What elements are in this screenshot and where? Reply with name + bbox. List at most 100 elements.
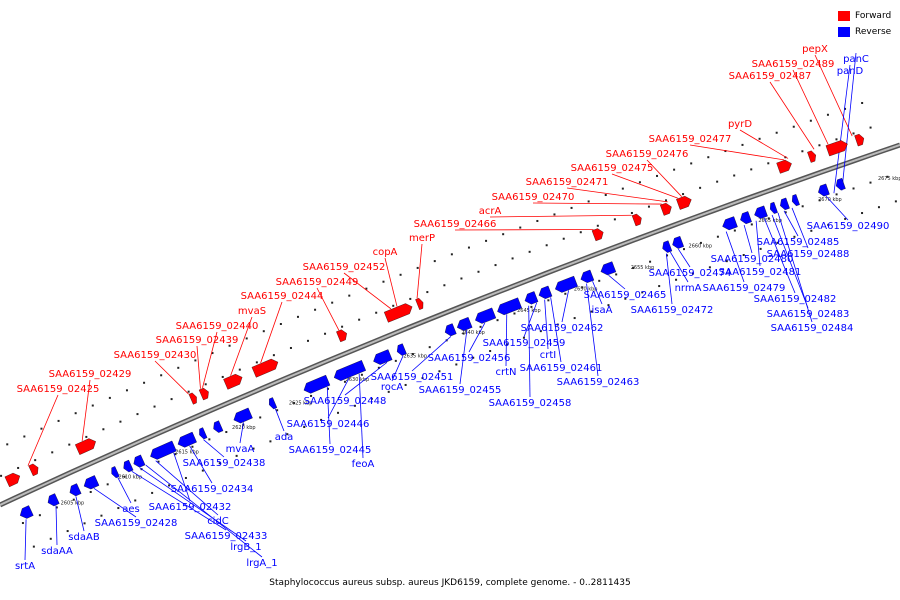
track-dot [66,530,69,533]
track-dot [341,325,344,328]
track-dot [467,246,470,249]
track-dot [573,317,576,320]
track-dot [511,257,514,260]
track-dot [23,435,26,438]
gene-reverse [133,454,146,468]
gene-reverse [373,349,393,365]
gene-label-saa6159-02466: SAA6159_02466 [414,219,497,230]
kbp-tick-label: 2650 kbp [574,286,598,292]
gene-label-saa6159-02449: SAA6159_02449 [276,277,359,288]
gene-label-saa6159-02438: SAA6159_02438 [183,458,266,469]
track-dot [51,451,54,454]
leader-line-forward [489,214,632,218]
leader-line-reverse [755,220,761,267]
gene-reverse [303,374,331,394]
track-dot [776,241,779,244]
track-dot [106,483,109,486]
gene-forward [383,303,413,323]
leader-line-reverse [275,408,285,432]
track-dot [409,297,412,300]
gene-label-saa6159-02472: SAA6159_02472 [631,305,714,316]
gene-forward [825,140,848,157]
track-dot [108,396,111,399]
track-dot [564,292,567,295]
track-dot [377,366,380,369]
gene-label-saa6159-02483: SAA6159_02483 [767,309,850,320]
track-dot [682,193,685,196]
gene-reverse [123,459,134,473]
gene-forward [198,387,209,401]
leader-line-reverse [55,505,58,546]
leader-line-forward [792,69,829,145]
gene-label-copa: copA [373,247,398,258]
track-dot [125,389,128,392]
leader-line-reverse [725,231,745,283]
leader-line-reverse [327,377,350,419]
track-dot [184,476,187,479]
gene-label-nrma: nrmA [675,283,702,294]
leader-line-reverse [391,355,404,382]
track-dot [433,260,436,263]
track-dot [392,304,395,307]
track-dot [57,419,60,422]
track-dot [894,200,897,203]
gene-reverse [396,343,407,356]
track-dot [724,150,727,153]
track-dot [153,405,156,408]
gene-label-saa6159-02445: SAA6159_02445 [289,445,372,456]
track-dot [587,200,590,203]
leader-line-forward [646,159,683,197]
track-dot [750,223,753,226]
gene-reverse [269,397,278,410]
gene-label-saa6159-02488: SAA6159_02488 [767,249,850,260]
track-dot [324,332,327,335]
track-dot [835,138,838,141]
leader-line-forward [343,272,392,310]
track-dot [598,279,601,282]
leader-line-reverse [783,210,799,237]
gene-reverse [47,493,60,507]
track-dot [83,522,86,525]
track-dot [455,363,458,366]
gene-label-saa6159-02484: SAA6159_02484 [771,323,854,334]
track-dot [801,150,804,153]
track-dot [85,435,88,438]
track-dot [89,490,92,493]
gene-label-lrga-1: lrgA_1 [246,558,277,569]
gene-label-isaa: isaA [592,305,613,316]
track-dot [496,319,499,322]
kbp-tick-label: 2620 kbp [232,425,256,431]
leader-line-reverse [825,195,849,221]
leader-line-reverse [145,464,263,558]
leader-line-forward [260,301,283,364]
track-dot [286,433,289,436]
track-dot [733,174,736,177]
track-dot [221,375,224,378]
gene-label-aes: aes [122,504,140,515]
track-dot [157,460,160,463]
track-dot [168,484,171,487]
gene-label-saa6159-02471: SAA6159_02471 [526,177,609,188]
gene-label-saa6159-02456: SAA6159_02456 [428,353,511,364]
legend-forward: Forward [838,8,891,24]
track-dot [187,390,190,393]
leader-line-reverse [608,274,626,290]
gene-label-saa6159-02432: SAA6159_02432 [149,502,232,513]
track-dot [547,299,550,302]
gene-reverse [524,291,539,305]
track-dot [289,346,292,349]
leader-line-forward [27,394,59,466]
gene-forward [854,133,865,147]
track-dot [818,199,821,202]
track-dot [337,411,340,414]
leader-line-reverse [358,373,364,459]
track-dot [443,284,446,287]
gene-reverse [444,323,457,337]
track-dot [818,144,821,147]
leader-line-forward [154,360,189,395]
track-dot [649,260,652,263]
leader-line-reverse [189,445,213,484]
track-dot [716,180,719,183]
gene-reverse [818,183,830,197]
